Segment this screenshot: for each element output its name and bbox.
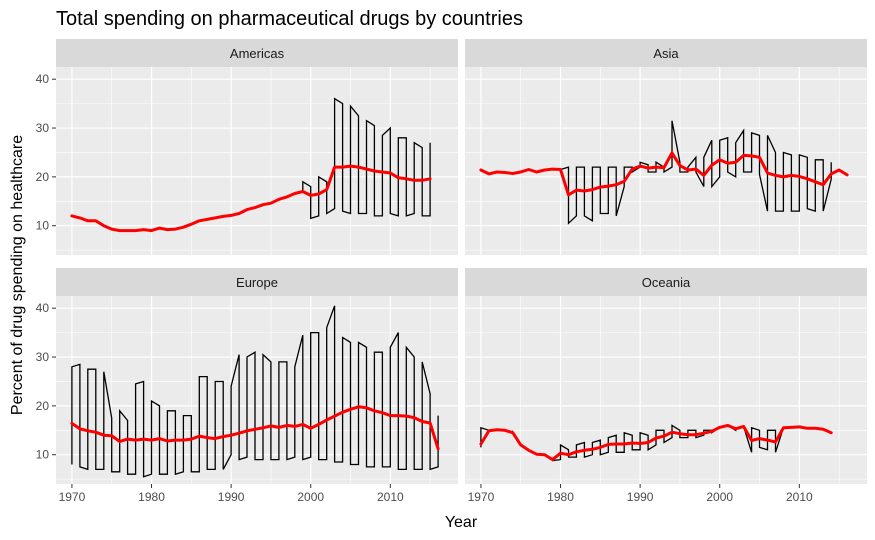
x-tick-label: 1980 bbox=[138, 490, 165, 504]
country-series-line bbox=[71, 305, 439, 478]
x-tick-label: 1990 bbox=[627, 490, 654, 504]
y-tick-label: 10 bbox=[36, 448, 50, 462]
panel-asia: Asia bbox=[465, 39, 867, 255]
x-tick-label: 2000 bbox=[706, 490, 733, 504]
facet-strip bbox=[465, 268, 867, 296]
x-tick-label: 1970 bbox=[59, 490, 86, 504]
facet-panels: Americas 10 20 30 40 Asia Europe 10 20 30 40 1970 19… bbox=[36, 39, 867, 504]
y-tick-label: 10 bbox=[36, 219, 50, 233]
panel-background bbox=[56, 296, 458, 484]
y-tick-label: 20 bbox=[36, 170, 50, 184]
facet-strip bbox=[56, 268, 458, 296]
facet-strip bbox=[465, 39, 867, 67]
x-tick-label: 2010 bbox=[377, 490, 404, 504]
chart-title: Total spending on pharmaceutical drugs b… bbox=[56, 8, 523, 30]
panel-background bbox=[56, 67, 458, 255]
x-tick-label: 2000 bbox=[297, 490, 324, 504]
y-tick-label: 20 bbox=[36, 399, 50, 413]
y-tick-label: 40 bbox=[36, 301, 50, 315]
mean-series-line bbox=[70, 405, 440, 451]
x-tick-label: 1980 bbox=[547, 490, 574, 504]
y-tick-label: 30 bbox=[36, 350, 50, 364]
mean-series-line bbox=[479, 151, 849, 197]
x-axis-title: Year bbox=[445, 514, 478, 531]
y-tick-label: 30 bbox=[36, 121, 50, 135]
panel-oceania: Oceania 1970 1980 1990 2000 2010 bbox=[465, 268, 867, 504]
facet-label: Europe bbox=[236, 275, 278, 290]
x-tick-label: 1990 bbox=[218, 490, 245, 504]
mean-series-line bbox=[479, 423, 833, 462]
facet-label: Americas bbox=[230, 46, 285, 61]
facet-label: Asia bbox=[653, 46, 679, 61]
x-tick-label: 2010 bbox=[786, 490, 813, 504]
y-tick-label: 40 bbox=[36, 72, 50, 86]
country-series-line bbox=[302, 97, 431, 220]
country-series-line bbox=[560, 120, 832, 225]
facet-strip bbox=[56, 39, 458, 67]
y-axis-title: Percent of drug spending on healthcare bbox=[9, 135, 26, 415]
mean-series-line bbox=[70, 164, 432, 233]
panel-background bbox=[465, 296, 867, 484]
x-tick-label: 1970 bbox=[468, 490, 495, 504]
panel-europe: Europe 10 20 30 40 1970 1980 1990 2000 2010 bbox=[36, 268, 458, 504]
facet-label: Oceania bbox=[642, 275, 691, 290]
panel-americas: Americas 10 20 30 40 bbox=[36, 39, 458, 255]
